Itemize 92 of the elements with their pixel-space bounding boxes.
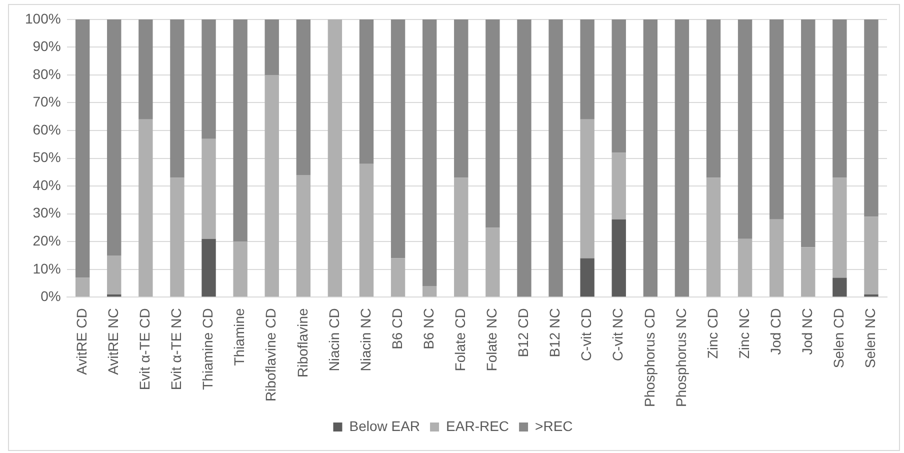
x-tick-label: Evit α-TE CD: [136, 308, 153, 390]
bar: [170, 19, 184, 178]
x-tick-label: Jod NC: [798, 308, 815, 355]
x-tick-label: Selen CD: [830, 308, 847, 368]
x-tick-label: AvitRE CD: [73, 308, 90, 375]
x-tick-label: C-vit CD: [578, 308, 594, 362]
x-tick-label: Selen NC: [862, 308, 878, 368]
bar: [738, 19, 752, 239]
bar: [548, 19, 563, 297]
x-tick-label: Folate CD: [452, 308, 468, 372]
y-tick-label: 10%: [32, 260, 61, 276]
bar: [138, 19, 153, 120]
bar: [233, 242, 248, 297]
bar: [454, 19, 468, 178]
bar: [801, 19, 816, 248]
x-tick-label: B12 NC: [546, 308, 563, 358]
bar: [359, 19, 374, 164]
bar: [107, 19, 122, 256]
bar: [202, 138, 216, 239]
bar: [170, 178, 184, 297]
y-tick-label: 90%: [32, 38, 61, 54]
bar: [390, 258, 406, 297]
bar: [674, 19, 690, 297]
bar: [422, 19, 437, 286]
bar: [264, 74, 279, 297]
bar: [296, 174, 310, 297]
x-tick-label: Jod CD: [767, 308, 784, 355]
legend-label: EAR-REC: [446, 418, 510, 434]
bar: [454, 178, 468, 297]
y-tick-label: 70%: [32, 94, 61, 110]
bar: [832, 278, 847, 297]
y-tick-label: 20%: [32, 232, 61, 248]
bar: [612, 219, 626, 297]
legend-label: >REC: [535, 418, 573, 434]
bar: [580, 119, 594, 258]
bar: [328, 19, 342, 297]
x-tick-label: Niacin NC: [357, 308, 374, 372]
bar: [486, 19, 500, 228]
bar: [517, 19, 532, 297]
x-tick-label: Folate NC: [484, 308, 500, 372]
x-tick-label: Thiamine CD: [200, 308, 216, 390]
x-tick-label: B6 NC: [420, 308, 436, 350]
y-tick-label: 0%: [40, 288, 61, 304]
bar: [359, 164, 374, 297]
x-tick-label: B6 CD: [388, 308, 405, 350]
bar: [769, 19, 784, 220]
x-tick-label: Riboflavine CD: [262, 308, 279, 402]
bar: [612, 19, 626, 153]
bar: [864, 294, 878, 297]
bar: [769, 219, 784, 297]
bar: [75, 278, 90, 297]
bar: [233, 19, 248, 242]
x-tick-label: AvitRE NC: [104, 308, 121, 375]
bar: [801, 247, 816, 297]
bar: [864, 19, 878, 217]
bar: [738, 238, 752, 297]
bar: [706, 178, 721, 297]
x-tick-label: Zinc CD: [704, 308, 720, 359]
bar: [390, 19, 406, 258]
bar: [264, 19, 279, 75]
x-tick-label: Phosphorus CD: [641, 308, 658, 407]
bar: [612, 152, 626, 220]
x-tick-label: Evit α-TE NC: [168, 308, 184, 390]
x-tick-label: C-vit NC: [610, 308, 626, 362]
bar: [107, 256, 122, 294]
y-tick-label: 40%: [32, 176, 61, 193]
bar: [422, 286, 437, 297]
bar: [832, 19, 847, 178]
bar: [202, 238, 216, 297]
bar: [580, 258, 594, 297]
bar: [296, 19, 310, 175]
bar: [864, 216, 878, 294]
x-tick-label: Phosphorus NC: [672, 308, 689, 407]
x-tick-label: B12 CD: [515, 308, 532, 358]
bar: [832, 178, 847, 278]
bar: [580, 19, 594, 120]
y-tick-label: 100%: [24, 10, 61, 26]
x-tick-label: Zinc NC: [736, 308, 752, 359]
y-tick-label: 30%: [32, 204, 61, 221]
bar: [486, 228, 500, 297]
bar: [75, 19, 90, 278]
y-tick-label: 80%: [32, 66, 61, 82]
bar: [706, 19, 721, 178]
x-tick-label: Riboflavine: [294, 308, 310, 378]
x-tick-label: Niacin CD: [326, 308, 342, 372]
legend-label: Below EAR: [349, 418, 420, 434]
bar: [643, 19, 658, 297]
y-tick-label: 50%: [32, 149, 61, 166]
bar: [138, 119, 153, 297]
y-tick-label: 60%: [32, 121, 61, 138]
bar: [202, 19, 216, 139]
x-tick-label: Thiamine: [231, 308, 248, 366]
